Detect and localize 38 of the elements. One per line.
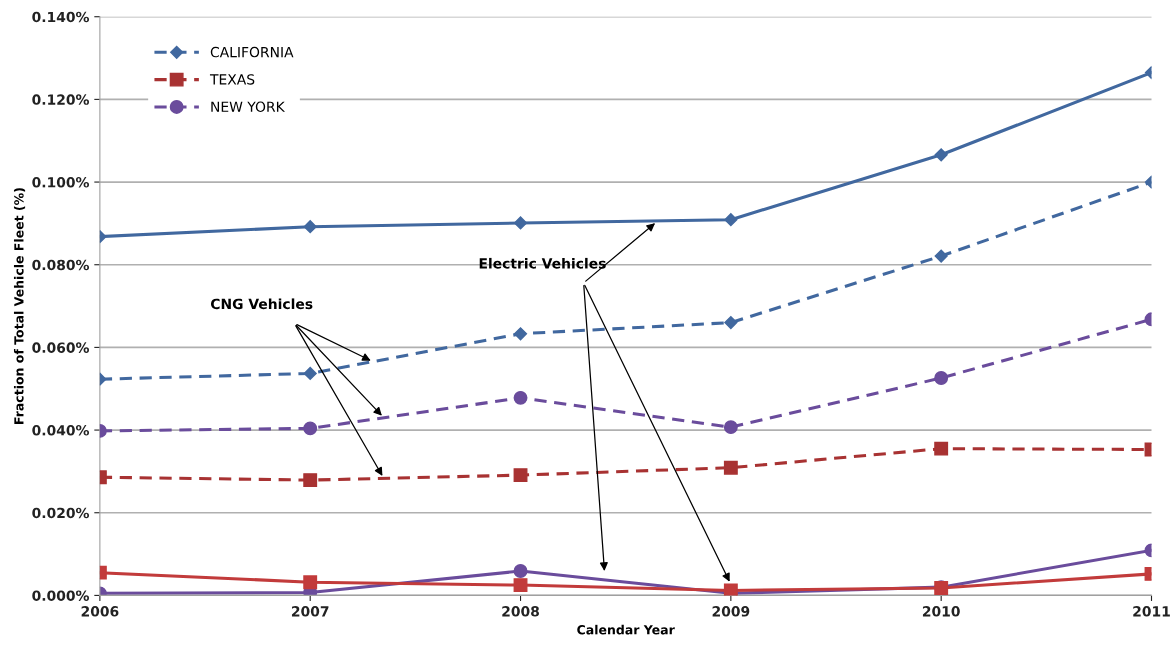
legend-label: CALIFORNIA xyxy=(210,46,294,58)
x-tick-label: 2007 xyxy=(291,606,329,617)
point xyxy=(724,213,738,227)
x-tick-label: 2006 xyxy=(81,606,119,617)
point xyxy=(934,148,948,162)
y-tick-label: 0.140% xyxy=(32,11,90,23)
point xyxy=(303,366,317,381)
point xyxy=(723,460,738,475)
legend-label: TEXAS xyxy=(209,74,255,85)
point xyxy=(513,390,528,405)
y-tick-label: 0.040% xyxy=(32,425,90,436)
point xyxy=(303,421,318,436)
y-tick-label: 0.100% xyxy=(32,177,90,188)
x-tick-label: 2011 xyxy=(1133,606,1170,617)
y-tick-label: 0.120% xyxy=(32,94,90,105)
y-axis-title: Fraction of Total Vehicle Fleet (%) xyxy=(13,188,26,424)
y-tick-label: 0.020% xyxy=(32,507,90,519)
point xyxy=(513,216,528,230)
point xyxy=(513,468,528,483)
point xyxy=(303,220,317,234)
point xyxy=(513,327,528,341)
annotation: CNG Vehicles xyxy=(210,298,313,310)
point xyxy=(934,249,948,263)
annotation: Electric Vehicles xyxy=(479,257,606,269)
x-axis-title: Calendar Year xyxy=(577,624,675,635)
y-tick-label: 0.060% xyxy=(32,342,90,353)
point xyxy=(724,316,738,330)
point xyxy=(513,564,528,578)
legend-label: NEW YORK xyxy=(211,101,286,112)
x-tick-label: 2009 xyxy=(712,606,750,617)
point xyxy=(303,575,318,590)
y-tick-label: 0.080% xyxy=(32,259,90,271)
point xyxy=(723,420,738,435)
y-tick-label: 0.000% xyxy=(32,590,90,601)
x-tick-label: 2010 xyxy=(922,606,960,617)
point xyxy=(303,473,318,488)
x-tick-label: 2008 xyxy=(502,606,539,617)
point xyxy=(513,578,528,593)
